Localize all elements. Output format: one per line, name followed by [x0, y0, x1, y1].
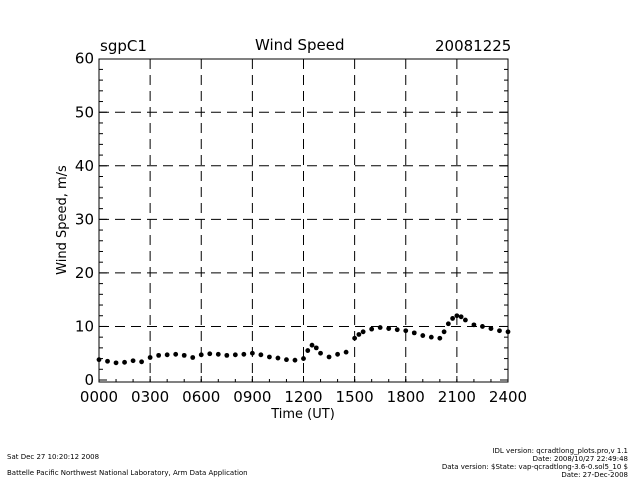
- data-point: [471, 322, 477, 328]
- footer-data-version: Data version: $State: vap-qcradtlong-3.6…: [441, 463, 628, 471]
- y-axis-title: Wind Speed, m/s: [55, 165, 70, 275]
- data-point: [454, 313, 460, 319]
- data-layer: [96, 313, 511, 366]
- data-point: [450, 316, 456, 321]
- data-point: [139, 359, 145, 365]
- data-point: [335, 351, 340, 357]
- data-point: [377, 325, 383, 330]
- grid-layer: [99, 59, 508, 382]
- data-point: [445, 321, 451, 327]
- data-point: [462, 317, 468, 323]
- x-tick-label: 1500: [336, 388, 374, 406]
- chart-title: Wind Speed: [255, 36, 345, 54]
- data-point: [428, 334, 434, 340]
- data-point: [318, 350, 323, 356]
- x-tick-label: 1200: [284, 388, 322, 406]
- data-point: [313, 345, 319, 351]
- data-point: [258, 352, 264, 358]
- data-point: [305, 348, 311, 353]
- x-tick-label: 1800: [387, 388, 425, 406]
- data-point: [420, 333, 426, 338]
- data-point: [130, 358, 136, 364]
- x-tick-label: 0300: [131, 388, 169, 406]
- footer-idl-date: Date: 2008/10/27 22:49:48: [532, 455, 628, 463]
- data-point: [394, 327, 400, 333]
- footer-timestamp: Sat Dec 27 10:20:12 2008: [7, 453, 100, 461]
- data-point: [437, 335, 443, 341]
- data-point: [488, 326, 494, 331]
- tick-layer: [98, 68, 509, 382]
- data-point: [284, 357, 289, 363]
- y-tick-label: 10: [75, 317, 94, 335]
- data-point: [343, 349, 349, 355]
- x-tick-label: 0600: [182, 388, 220, 406]
- data-point: [411, 330, 417, 336]
- y-tick-label: 50: [75, 103, 94, 121]
- x-tick-label: 2400: [489, 388, 527, 406]
- data-point: [326, 354, 332, 360]
- data-point: [215, 351, 221, 357]
- data-point: [241, 351, 247, 357]
- data-point: [480, 324, 485, 329]
- data-point: [173, 351, 179, 357]
- data-point: [369, 326, 375, 332]
- data-point: [207, 351, 213, 357]
- data-point: [403, 328, 409, 334]
- x-tick-label: 0900: [233, 388, 271, 406]
- x-tick-label: 0000: [80, 388, 118, 406]
- date-label: 20081225: [435, 37, 512, 55]
- data-point: [275, 355, 281, 361]
- footer-lab-credit: Battelle Pacific Northwest National Labo…: [7, 469, 248, 477]
- label-layer: 0000 0300 0600 0900 1200 1500 1800 2100 2400 0 10 2…: [55, 50, 527, 422]
- data-point: [356, 332, 362, 337]
- data-point: [232, 352, 238, 358]
- data-point: [164, 352, 170, 358]
- y-tick-label: 0: [84, 371, 94, 389]
- y-tick-label: 30: [75, 210, 94, 228]
- data-point: [458, 314, 464, 320]
- data-point: [249, 350, 255, 356]
- data-point: [181, 352, 187, 358]
- data-point: [301, 356, 306, 361]
- data-point: [386, 326, 392, 331]
- data-point: [497, 328, 502, 334]
- data-point: [309, 342, 315, 348]
- x-axis-title: Time (UT): [270, 407, 335, 422]
- y-tick-label: 40: [75, 157, 94, 175]
- data-point: [122, 359, 127, 365]
- data-point: [267, 354, 272, 360]
- data-point: [198, 352, 204, 358]
- footer-data-date: Date: 27-Dec-2008: [561, 471, 628, 479]
- y-tick-label: 60: [75, 50, 94, 68]
- footer-idl-version: IDL version: qcradtlong_plots.pro,v 1.1: [492, 447, 628, 455]
- data-point: [441, 329, 447, 335]
- data-point: [352, 335, 358, 341]
- y-tick-label: 20: [75, 264, 94, 282]
- x-tick-label: 2100: [438, 388, 476, 406]
- data-point: [190, 355, 196, 360]
- data-point: [505, 329, 511, 335]
- data-point: [292, 357, 298, 363]
- data-point: [96, 357, 102, 363]
- data-point: [147, 355, 153, 360]
- data-point: [113, 360, 119, 366]
- data-point: [105, 358, 110, 364]
- data-point: [156, 352, 162, 358]
- data-point: [224, 352, 230, 358]
- site-label: sgpC1: [100, 37, 147, 55]
- data-point: [360, 329, 366, 335]
